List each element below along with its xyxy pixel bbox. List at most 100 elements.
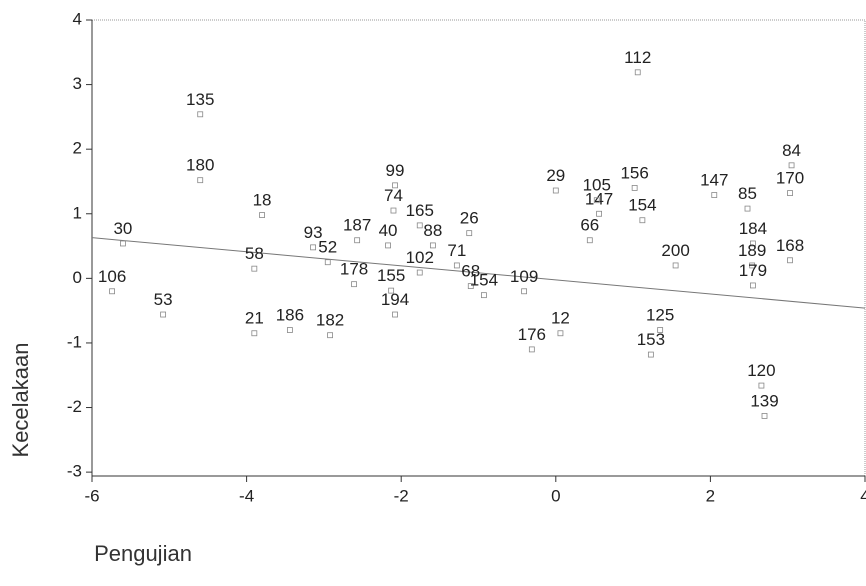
point-label: 180 (186, 156, 214, 175)
point (354, 237, 361, 244)
point-label: 178 (340, 260, 368, 279)
y-tick-label: 3 (73, 74, 82, 93)
point-label: 184 (739, 219, 767, 238)
point-label: 200 (661, 241, 689, 260)
point (593, 197, 600, 204)
point-label: 66 (580, 216, 599, 235)
point-label: 147 (700, 171, 728, 190)
point-label: 155 (377, 266, 405, 285)
x-tick-label: 2 (706, 486, 715, 505)
point (466, 230, 473, 237)
point-label: 105 (583, 176, 611, 195)
point (758, 382, 765, 389)
point (324, 259, 331, 266)
point (416, 269, 423, 276)
x-tick-label: -6 (84, 486, 99, 505)
point-label: 187 (343, 216, 371, 235)
point-label: 165 (406, 201, 434, 220)
point-label: 179 (739, 261, 767, 280)
point (327, 332, 333, 339)
point-label: 154 (470, 271, 498, 290)
point-label: 139 (750, 391, 778, 410)
point-label: 18 (253, 191, 272, 210)
x-tick-label: 4 (860, 486, 866, 505)
point-label: 93 (304, 223, 323, 242)
point-label: 58 (245, 244, 264, 263)
point-label: 84 (782, 141, 801, 160)
point (657, 327, 664, 333)
y-tick-label: -3 (67, 462, 82, 481)
y-tick-label: -1 (67, 332, 82, 351)
point-label: 30 (113, 219, 132, 238)
point-label: 189 (738, 241, 766, 260)
point-label: 99 (386, 161, 405, 180)
point (750, 282, 756, 289)
point (453, 262, 460, 269)
point (672, 262, 679, 269)
point-label: 21 (245, 309, 264, 328)
point (634, 69, 641, 76)
point (385, 242, 391, 249)
point-label: 52 (318, 238, 337, 257)
point-label: 74 (384, 186, 403, 205)
point (631, 185, 638, 191)
point (310, 244, 316, 251)
point (750, 240, 756, 247)
point-label: 12 (551, 309, 570, 328)
point-label: 112 (624, 48, 651, 67)
y-tick-label: -2 (67, 397, 82, 416)
y-tick-label: 0 (73, 268, 82, 287)
point-label: 40 (379, 221, 398, 240)
point (392, 182, 398, 189)
point (286, 327, 293, 333)
point (197, 177, 204, 184)
point (251, 330, 258, 337)
point (392, 311, 398, 318)
point (429, 242, 436, 249)
point (416, 222, 423, 229)
point (749, 262, 756, 269)
point-label: 68 (461, 262, 480, 281)
point (351, 281, 357, 288)
point-label: 85 (738, 184, 757, 203)
point (120, 240, 126, 247)
point-label: 71 (447, 241, 466, 260)
point (744, 205, 751, 212)
y-tick-label: 1 (73, 203, 82, 222)
point-label: 186 (276, 306, 304, 325)
point-label: 168 (776, 236, 804, 255)
point (647, 351, 654, 358)
point (596, 210, 602, 217)
y-axis-label: Kecelakaan (8, 343, 33, 458)
point-label: 156 (620, 163, 648, 182)
point (467, 283, 474, 290)
point (388, 287, 395, 294)
point-label: 153 (637, 330, 665, 349)
point (259, 212, 265, 218)
point (788, 162, 795, 169)
point (521, 288, 528, 295)
point (711, 192, 718, 198)
point (390, 207, 397, 214)
point (197, 111, 204, 118)
point (160, 311, 167, 318)
point-label: 102 (406, 248, 434, 267)
point-label: 154 (628, 196, 656, 215)
point (586, 237, 593, 244)
point (552, 187, 559, 194)
point (557, 330, 564, 337)
y-tick-label: 4 (73, 9, 82, 28)
point (761, 413, 768, 419)
point (639, 217, 646, 224)
fit-line (91, 237, 866, 309)
x-tick-label: 0 (551, 486, 560, 505)
point (481, 292, 487, 299)
x-tick-label: -2 (394, 486, 409, 505)
x-axis-label: Pengujian (94, 541, 192, 566)
point-label: 26 (460, 209, 479, 228)
point-label: 53 (154, 290, 173, 309)
point-label: 170 (776, 169, 804, 188)
point-label: 125 (646, 306, 674, 325)
point-label: 182 (316, 311, 344, 330)
